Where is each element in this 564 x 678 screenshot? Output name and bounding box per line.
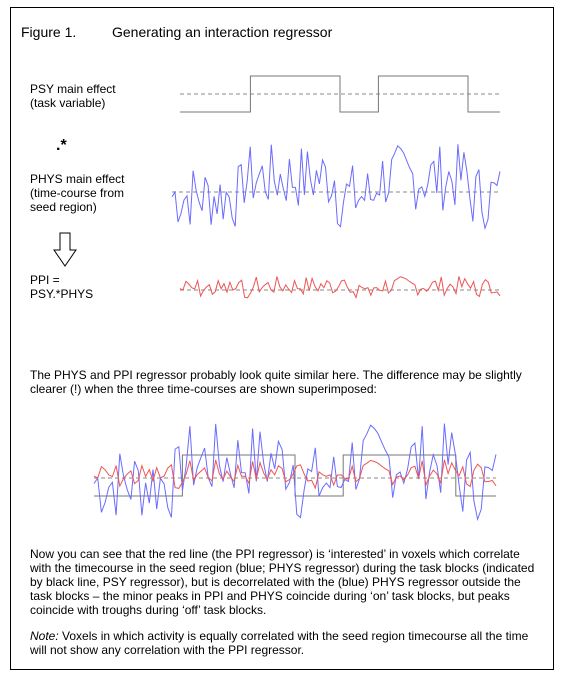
ppi-waveform: [180, 276, 500, 297]
phys-waveform: [172, 144, 500, 228]
psy-waveform: [180, 76, 500, 112]
down-arrow-icon: [54, 233, 76, 266]
